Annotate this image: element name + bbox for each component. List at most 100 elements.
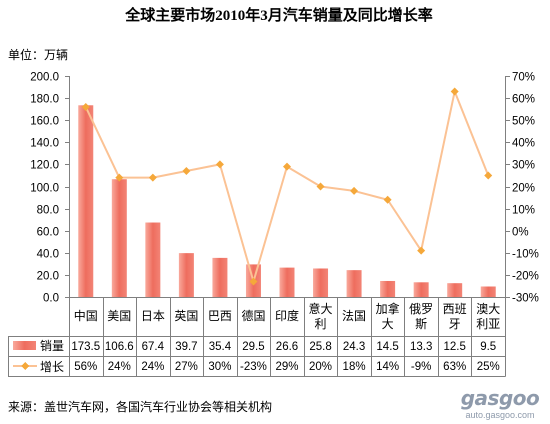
right-axis-tick-label: -10% (512, 249, 539, 261)
left-axis-tick-label: 120.0 (30, 160, 59, 172)
growth-marker (450, 87, 459, 96)
growth-value: 56% (74, 361, 97, 373)
growth-value: 14% (376, 361, 399, 373)
sales-value: 24.3 (343, 341, 365, 353)
right-axis-tick-label: 0% (512, 227, 529, 239)
sales-bars (78, 105, 496, 297)
category-label: 俄罗斯 (409, 301, 434, 331)
category-label: 美国 (107, 309, 132, 323)
category-cell: 美国 (103, 297, 137, 336)
left-axis-tick-label: 160.0 (30, 116, 59, 128)
sales-value: 25.8 (309, 341, 331, 353)
category-cell: 俄罗斯 (404, 297, 438, 336)
growth-marker (417, 246, 426, 255)
sales-row-label: 销量 (40, 339, 64, 353)
category-cell: 英国 (170, 297, 204, 336)
source-note: 来源：盖世汽车网，各国汽车行业协会等相关机构 (8, 400, 273, 414)
sales-bar (480, 286, 496, 297)
axes: 0.0 20.0 40.0 60.0 80.0 100.0 120.0 140.0 160.0 1… (30, 72, 539, 305)
category-cell: 中国 (69, 297, 103, 336)
growth-marker (316, 182, 325, 191)
growth-marker (115, 173, 124, 182)
category-cell: 澳大利亚 (471, 297, 505, 336)
category-label: 英国 (174, 309, 199, 323)
right-axis-tick-label: 50% (512, 116, 535, 128)
sales-value: 173.5 (71, 341, 100, 353)
growth-marker (81, 102, 90, 111)
sales-value: 39.7 (175, 341, 197, 353)
left-axis-tick-label: 200.0 (30, 72, 59, 84)
category-label: 巴西 (207, 309, 232, 323)
sales-bar (178, 253, 194, 297)
category-label: 西班牙 (442, 301, 467, 331)
category-cell: 西班牙 (438, 297, 472, 336)
growth-marker (383, 195, 392, 204)
sales-value: 106.6 (105, 341, 134, 353)
left-axis-tick-label: 140.0 (30, 138, 59, 150)
growth-series (81, 87, 493, 286)
gasgoo-logo: gasgoo auto.gasgoo.com (456, 387, 544, 421)
sales-legend-swatch (13, 341, 36, 350)
growth-marker (148, 173, 157, 182)
category-cell: 德国 (237, 297, 271, 336)
left-axis-tick-label: 100.0 (30, 183, 59, 195)
growth-value: 30% (208, 361, 231, 373)
right-axis-tick-label: 40% (512, 138, 535, 150)
category-label: 意大利 (308, 301, 333, 331)
growth-value: 63% (443, 361, 466, 373)
category-cell: 加拿大 (371, 297, 405, 336)
left-axis-tick-label: 80.0 (37, 205, 59, 217)
category-label: 日本 (140, 309, 165, 323)
growth-value: 24% (108, 361, 131, 373)
category-cell: 日本 (136, 297, 170, 336)
logo-wordmark: gasgoo (460, 386, 540, 410)
left-axis-tick-label: 60.0 (37, 227, 59, 239)
growth-value: 20% (309, 361, 332, 373)
left-axis-tick-label: 20.0 (37, 271, 59, 283)
category-cell: 法国 (337, 297, 371, 336)
category-label: 澳大利亚 (476, 301, 501, 331)
right-axis-tick-label: 70% (512, 72, 535, 84)
right-axis-tick-label: 20% (512, 183, 535, 195)
left-axis-tick-label: 180.0 (30, 94, 59, 106)
category-label: 法国 (342, 309, 367, 323)
growth-value: 18% (343, 361, 366, 373)
growth-marker (350, 186, 359, 195)
sales-bar (111, 179, 127, 297)
category-cell: 印度 (270, 297, 304, 336)
growth-marker (283, 162, 291, 171)
sales-value: 67.4 (142, 341, 165, 353)
left-axis-tick-label: 40.0 (37, 249, 59, 261)
sales-value: 14.5 (376, 341, 398, 353)
category-label: 印度 (274, 309, 299, 323)
growth-legend-marker (21, 362, 29, 370)
sales-bar (380, 280, 396, 297)
sales-bar (346, 270, 362, 297)
growth-value: -23% (240, 361, 267, 373)
growth-value: 25% (477, 361, 500, 373)
category-cell: 巴西 (203, 297, 237, 336)
category-label: 加拿大 (375, 301, 400, 331)
sales-bar (212, 257, 228, 297)
right-axis-tick-label: -20% (512, 271, 539, 283)
growth-marker (182, 167, 191, 176)
unit-label: 单位：万辆 (8, 48, 69, 62)
category-label: 德国 (241, 309, 266, 323)
sales-bar (313, 268, 329, 297)
sales-value: 13.3 (410, 341, 432, 353)
growth-value: 29% (275, 361, 298, 373)
right-axis-tick-label: 10% (512, 205, 535, 217)
sales-value: 9.5 (480, 341, 496, 353)
right-axis-tick-label: -30% (512, 293, 539, 305)
growth-marker (215, 160, 224, 169)
sales-bar (413, 282, 429, 297)
category-cell: 意大利 (304, 297, 338, 336)
sales-value: 12.5 (443, 341, 465, 353)
sales-value: 29.5 (242, 341, 264, 353)
growth-value: 27% (175, 361, 198, 373)
growth-value: 24% (141, 361, 164, 373)
